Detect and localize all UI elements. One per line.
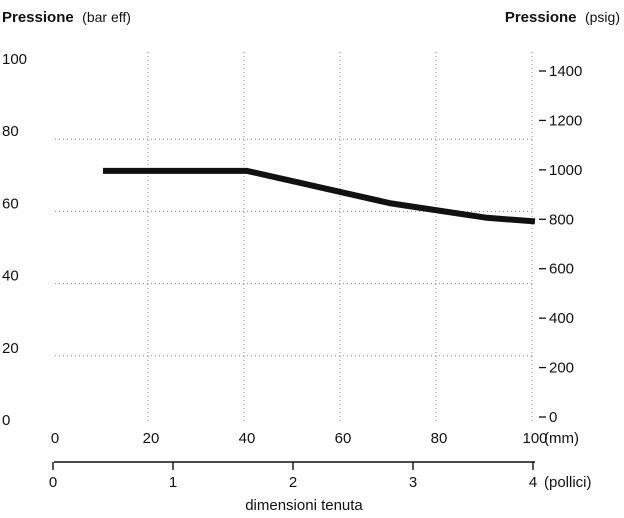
mm-tick-label: 80 (431, 430, 448, 447)
left-tick-label: 60 (2, 195, 19, 212)
inch-tick-label: 0 (49, 474, 57, 491)
inch-tick-label: 3 (409, 474, 417, 491)
mm-tick-label: 60 (335, 430, 352, 447)
left-tick-label: 40 (2, 268, 19, 285)
inch-tick-label: 1 (169, 474, 177, 491)
left-tick-label: 20 (2, 340, 19, 357)
left-tick-label: 100 (2, 51, 27, 68)
mm-tick-label: 100 (522, 430, 547, 447)
right-axis-ticks: 0 200 400 600 800 1000 1200 1400 (539, 63, 582, 426)
inch-axis-label: dimensioni tenuta (245, 497, 363, 514)
left-axis-title: Pressione (bar eff) (2, 9, 131, 26)
inch-tick-label: 2 (289, 474, 297, 491)
right-axis-title-unit: (psig) (585, 9, 620, 25)
right-tick-label: 800 (549, 211, 574, 228)
left-axis-title-unit: (bar eff) (82, 9, 131, 25)
grid (55, 52, 535, 422)
mm-tick-label: 0 (51, 430, 59, 447)
mm-tick-label: 40 (239, 430, 256, 447)
right-tick-label: 400 (549, 310, 574, 327)
series-line (103, 167, 536, 225)
left-axis-title-bold: Pressione (2, 9, 74, 26)
right-tick-label: 1000 (549, 162, 582, 179)
mm-tick-label: 20 (143, 430, 160, 447)
right-tick-label: 1200 (549, 112, 582, 129)
right-tick-label: 0 (549, 409, 557, 426)
mm-axis-ticks: 0 20 40 60 80 100 (51, 430, 548, 447)
right-tick-label: 1400 (549, 63, 582, 80)
right-tick-label: 200 (549, 360, 574, 377)
right-axis-title: Pressione (psig) (505, 9, 620, 26)
mm-axis-unit: (mm) (544, 430, 579, 447)
right-axis-title-bold: Pressione (505, 9, 577, 26)
left-tick-label: 0 (2, 412, 10, 429)
left-tick-label: 80 (2, 123, 19, 140)
right-tick-label: 600 (549, 261, 574, 278)
inch-tick-label: 4 (529, 474, 537, 491)
left-axis-ticks: 0 20 40 60 80 100 (2, 51, 27, 429)
inch-axis-ticks: 0 1 2 3 4 (49, 462, 537, 491)
inch-axis-unit: (pollici) (544, 474, 592, 491)
